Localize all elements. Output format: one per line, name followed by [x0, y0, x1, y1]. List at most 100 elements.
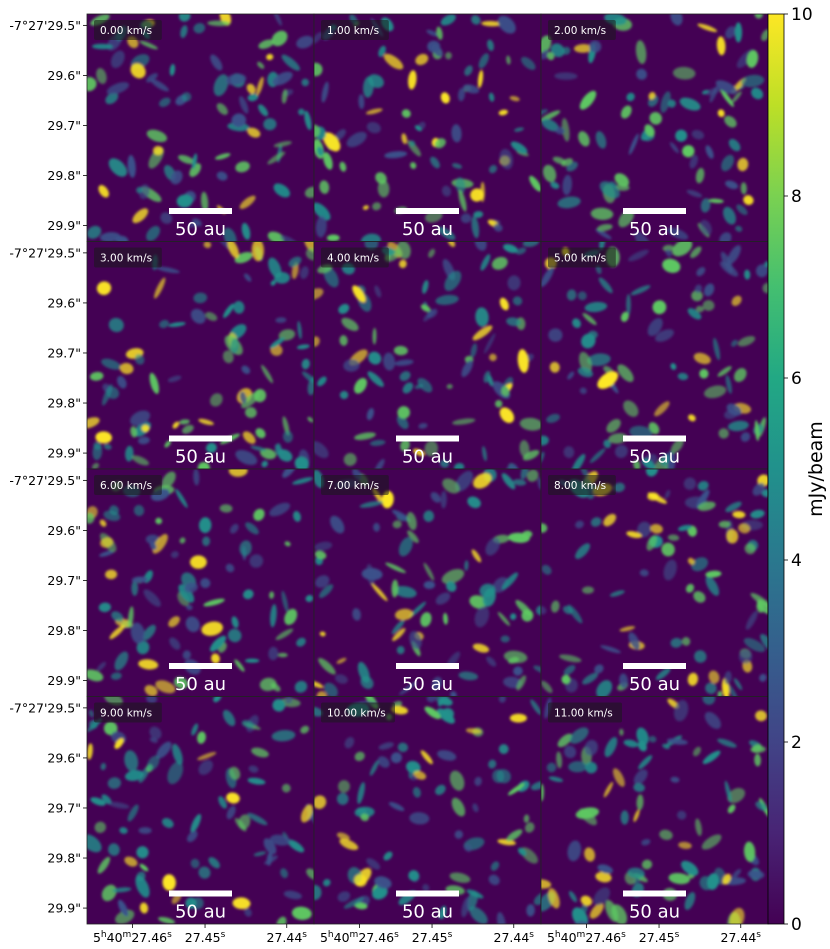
channel-panel: 3.00 km/s 50 au	[86, 241, 315, 470]
velocity-label: 4.00 km/s	[327, 253, 379, 265]
colorbar-gradient	[767, 13, 785, 925]
emission-texture	[541, 696, 768, 924]
velocity-label: 0.00 km/s	[100, 25, 152, 37]
velocity-label: 3.00 km/s	[100, 253, 152, 265]
velocity-label-bg	[548, 702, 622, 723]
velocity-label: 1.00 km/s	[327, 25, 379, 37]
dec-tick-label: 29.9"	[47, 673, 81, 688]
velocity-label-bg	[94, 702, 162, 723]
dec-tick-label: -7°27'29.5"	[9, 245, 81, 260]
channel-panel: 11.00 km/s 50 au	[540, 696, 769, 925]
scale-bar-label: 50 au	[629, 447, 680, 468]
scale-bar-label: 50 au	[629, 674, 680, 695]
velocity-label: 8.00 km/s	[554, 480, 606, 492]
velocity-label: 7.00 km/s	[327, 480, 379, 492]
dec-tick-label: 29.9"	[47, 218, 81, 233]
colorbar-tick-label: 8	[791, 187, 802, 207]
colorbar-tick-label: 10	[791, 5, 813, 25]
velocity-label-bg	[321, 702, 395, 723]
scale-bar-label: 50 au	[175, 219, 226, 240]
emission-texture	[87, 14, 314, 242]
ra-tick-label: 27.45s	[412, 930, 453, 945]
velocity-label-bg	[548, 20, 616, 40]
channel-panel: 4.00 km/s 50 au	[313, 241, 542, 470]
velocity-label: 11.00 km/s	[554, 708, 613, 720]
dec-tick-label: 29.9"	[47, 901, 81, 916]
scale-bar	[169, 208, 232, 214]
dec-tick-label: -7°27'29.5"	[9, 700, 81, 715]
scale-bar	[396, 663, 459, 669]
velocity-label: 2.00 km/s	[554, 25, 606, 37]
emission-texture	[87, 696, 314, 924]
channel-panel: 9.00 km/s 50 au	[86, 696, 315, 925]
colorbar-tick-label: 2	[791, 733, 802, 753]
ra-axes: 5h40m27.46s 27.45s 27.44s 5h40m27.46s 27.45s…	[93, 924, 761, 945]
dec-tick-label: 29.6"	[47, 68, 81, 83]
channel-panel: 1.00 km/s 50 au	[313, 13, 542, 242]
dec-tick-label: 29.8"	[47, 168, 81, 183]
dec-tick-label: 29.8"	[47, 623, 81, 638]
scale-bar-label: 50 au	[175, 674, 226, 695]
channel-panel: 8.00 km/s 50 au	[540, 468, 769, 697]
dec-tick-label: 29.7"	[47, 345, 81, 360]
velocity-label-bg	[94, 247, 162, 268]
velocity-label: 9.00 km/s	[100, 708, 152, 720]
scale-bar-label: 50 au	[402, 447, 453, 468]
scale-bar-label: 50 au	[629, 902, 680, 923]
channel-panel: 5.00 km/s 50 au	[540, 241, 769, 470]
scale-bar-label: 50 au	[402, 902, 453, 923]
dec-axes: -7°27'29.5" 29.6" 29.7" 29.8" 29.9" -7°27'29.…	[9, 18, 87, 916]
dec-tick-label: 29.8"	[47, 851, 81, 866]
scale-bar	[169, 663, 232, 669]
ra-tick-label: 5h40m27.46s	[320, 930, 399, 945]
velocity-label-bg	[94, 20, 162, 40]
velocity-label-bg	[548, 475, 616, 495]
panel-background	[314, 241, 541, 469]
ra-tick-label: 27.44s	[267, 930, 308, 945]
dec-tick-label: 29.6"	[47, 750, 81, 765]
colorbar-label: mJy/beam	[805, 421, 827, 517]
ra-tick-label: 27.45s	[185, 930, 226, 945]
colorbar-tick-label: 0	[791, 915, 802, 935]
scale-bar	[623, 890, 686, 897]
dec-tick-label: 29.8"	[47, 396, 81, 411]
ra-tick-label: 5h40m27.46s	[93, 930, 172, 945]
dec-tick-label: -7°27'29.5"	[9, 18, 81, 33]
scale-bar	[623, 208, 686, 214]
ra-tick-label: 27.44s	[721, 930, 762, 945]
velocity-label-bg	[321, 247, 389, 268]
panel-background	[87, 14, 314, 242]
dec-tick-label: -7°27'29.5"	[9, 473, 81, 488]
scale-bar	[396, 435, 459, 442]
scale-bar-label: 50 au	[175, 902, 226, 923]
channel-panel: 10.00 km/s 50 au	[313, 696, 542, 925]
dec-tick-label: 29.6"	[47, 523, 81, 538]
scale-bar-label: 50 au	[402, 219, 453, 240]
channel-panel: 2.00 km/s 50 au	[540, 13, 769, 242]
channel-panel: 6.00 km/s 50 au	[86, 468, 315, 697]
dec-tick-label: 29.7"	[47, 573, 81, 588]
velocity-label-bg	[94, 475, 162, 495]
dec-tick-label: 29.6"	[47, 295, 81, 310]
emission-texture	[87, 241, 314, 469]
emission-texture	[314, 241, 541, 469]
dec-tick-label: 29.7"	[47, 118, 81, 133]
velocity-label: 6.00 km/s	[100, 480, 152, 492]
scale-bar	[396, 890, 459, 897]
scale-bar	[623, 663, 686, 669]
ra-tick-label: 27.44s	[494, 930, 535, 945]
scale-bar	[169, 435, 232, 442]
colorbar-tick-label: 4	[791, 551, 802, 571]
dec-tick-label: 29.7"	[47, 800, 81, 815]
scale-bar	[623, 435, 686, 442]
ra-tick-label: 5h40m27.46s	[547, 930, 626, 945]
velocity-label-bg	[321, 20, 389, 40]
velocity-label: 5.00 km/s	[554, 253, 606, 265]
emission-texture	[541, 14, 768, 242]
channel-panel: 7.00 km/s 50 au	[313, 468, 542, 697]
velocity-label: 10.00 km/s	[327, 708, 386, 720]
scale-bar-label: 50 au	[175, 447, 226, 468]
panel-background	[314, 14, 541, 242]
dec-tick-label: 29.9"	[47, 446, 81, 461]
scale-bar-label: 50 au	[402, 674, 453, 695]
